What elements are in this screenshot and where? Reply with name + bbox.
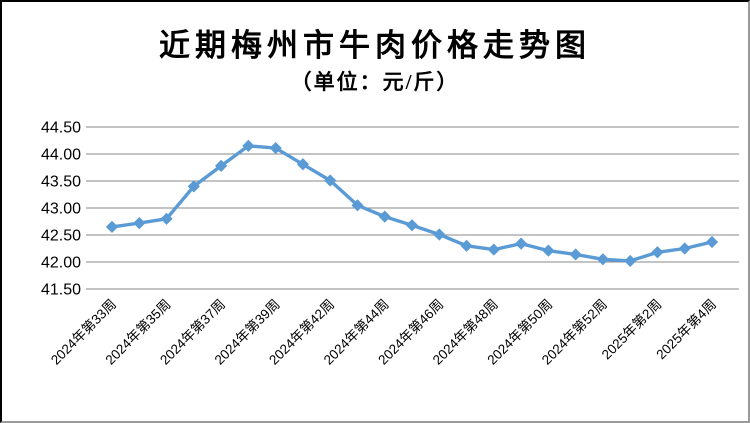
y-axis-tick-label: 42.50 [41,228,81,245]
data-point-marker [105,220,119,234]
data-point-marker [187,180,200,193]
data-point-marker [405,219,419,232]
data-point-marker [242,139,255,153]
y-axis-tick-label: 42.00 [41,255,81,272]
y-axis-tick-label: 43.00 [41,201,81,218]
price-series-line [110,144,714,263]
data-point-marker [624,254,637,268]
y-axis-tick-label: 44.00 [41,147,81,164]
beef-price-line-chart: 44.5044.0043.5043.0042.5042.0041.502024年… [41,120,739,368]
data-point-marker [160,212,173,225]
data-point-marker [133,217,146,230]
data-point-marker [433,228,446,241]
data-point-marker [460,239,473,252]
data-point-marker [514,237,528,250]
data-point-marker [542,244,555,257]
y-axis-tick-label: 43.50 [41,174,81,191]
data-point-marker [705,235,719,249]
data-point-marker [487,243,500,256]
data-point-marker [324,174,337,187]
data-point-marker [678,242,691,255]
data-point-marker [569,248,582,261]
chart-subtitle: （单位：元/斤） [290,70,460,94]
data-point-marker [651,246,664,259]
data-point-marker [269,141,282,155]
y-axis-tick-label: 41.50 [41,282,81,299]
data-point-marker [351,199,364,212]
data-point-marker [296,158,310,171]
data-point-marker [214,159,228,172]
data-point-marker [378,210,391,223]
y-axis-tick-label: 44.50 [41,120,81,137]
chart-title: 近期梅州市牛肉价格走势图 [159,28,591,63]
data-point-marker [596,253,610,266]
